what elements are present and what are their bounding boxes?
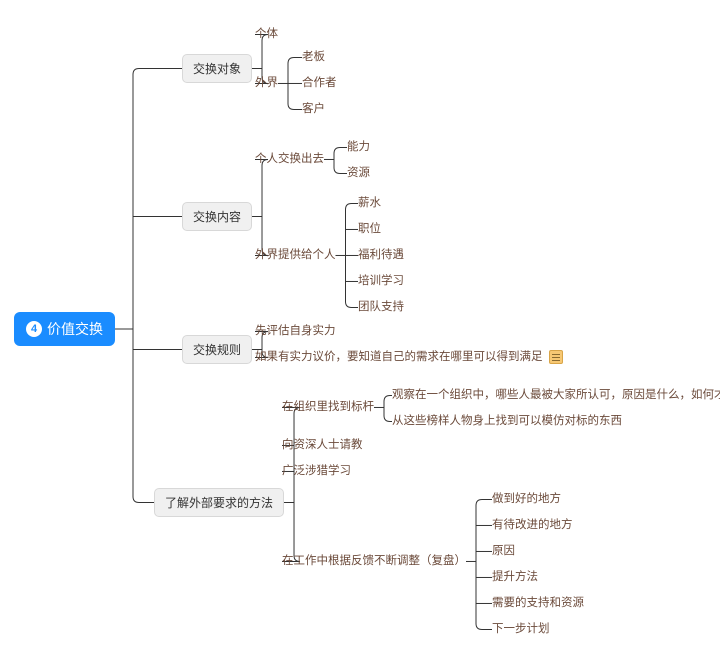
leaf-node: 从这些榜样人物身上找到可以模仿对标的东西 [392, 414, 622, 429]
leaf-node: 资源 [347, 166, 370, 181]
leaf-node: 下一步计划 [492, 622, 550, 637]
leaf-node: 先评估自身实力 [255, 324, 336, 339]
leaf-node: 薪水 [358, 196, 381, 211]
leaf-node: 在组织里找到标杆 [282, 400, 374, 415]
branch-node: 交换规则 [182, 335, 252, 364]
leaf-node: 广泛涉猎学习 [282, 464, 351, 479]
branch-node: 了解外部要求的方法 [154, 488, 284, 517]
leaf-node: 能力 [347, 140, 370, 155]
leaf-node: 外界 [255, 76, 278, 91]
leaf-node: 团队支持 [358, 300, 404, 315]
leaf-node: 个体 [255, 27, 278, 42]
root-number: 4 [26, 321, 42, 337]
root-label: 价值交换 [47, 319, 103, 339]
leaf-node: 向资深人士请教 [282, 438, 363, 453]
leaf-node: 提升方法 [492, 570, 538, 585]
root-node: 4 价值交换 [14, 312, 115, 346]
leaf-node: 需要的支持和资源 [492, 596, 584, 611]
leaf-node: 有待改进的地方 [492, 518, 573, 533]
leaf-node: 合作者 [302, 76, 337, 91]
leaf-node: 在工作中根据反馈不断调整（复盘） [282, 554, 466, 569]
leaf-node: 原因 [492, 544, 515, 559]
leaf-node: 培训学习 [358, 274, 404, 289]
branch-node: 交换内容 [182, 202, 252, 231]
leaf-node: 外界提供给个人 [255, 248, 336, 263]
leaf-node: 个人交换出去 [255, 152, 324, 167]
leaf-node: 老板 [302, 50, 325, 65]
leaf-node: 做到好的地方 [492, 492, 561, 507]
leaf-node: 如果有实力议价，要知道自己的需求在哪里可以得到满足 [255, 350, 563, 365]
note-icon [549, 350, 563, 364]
leaf-node: 福利待遇 [358, 248, 404, 263]
leaf-node: 职位 [358, 222, 381, 237]
leaf-node: 客户 [302, 102, 325, 117]
leaf-node: 观察在一个组织中，哪些人最被大家所认可，原因是什么，如何才能做到 [392, 388, 720, 403]
branch-node: 交换对象 [182, 54, 252, 83]
